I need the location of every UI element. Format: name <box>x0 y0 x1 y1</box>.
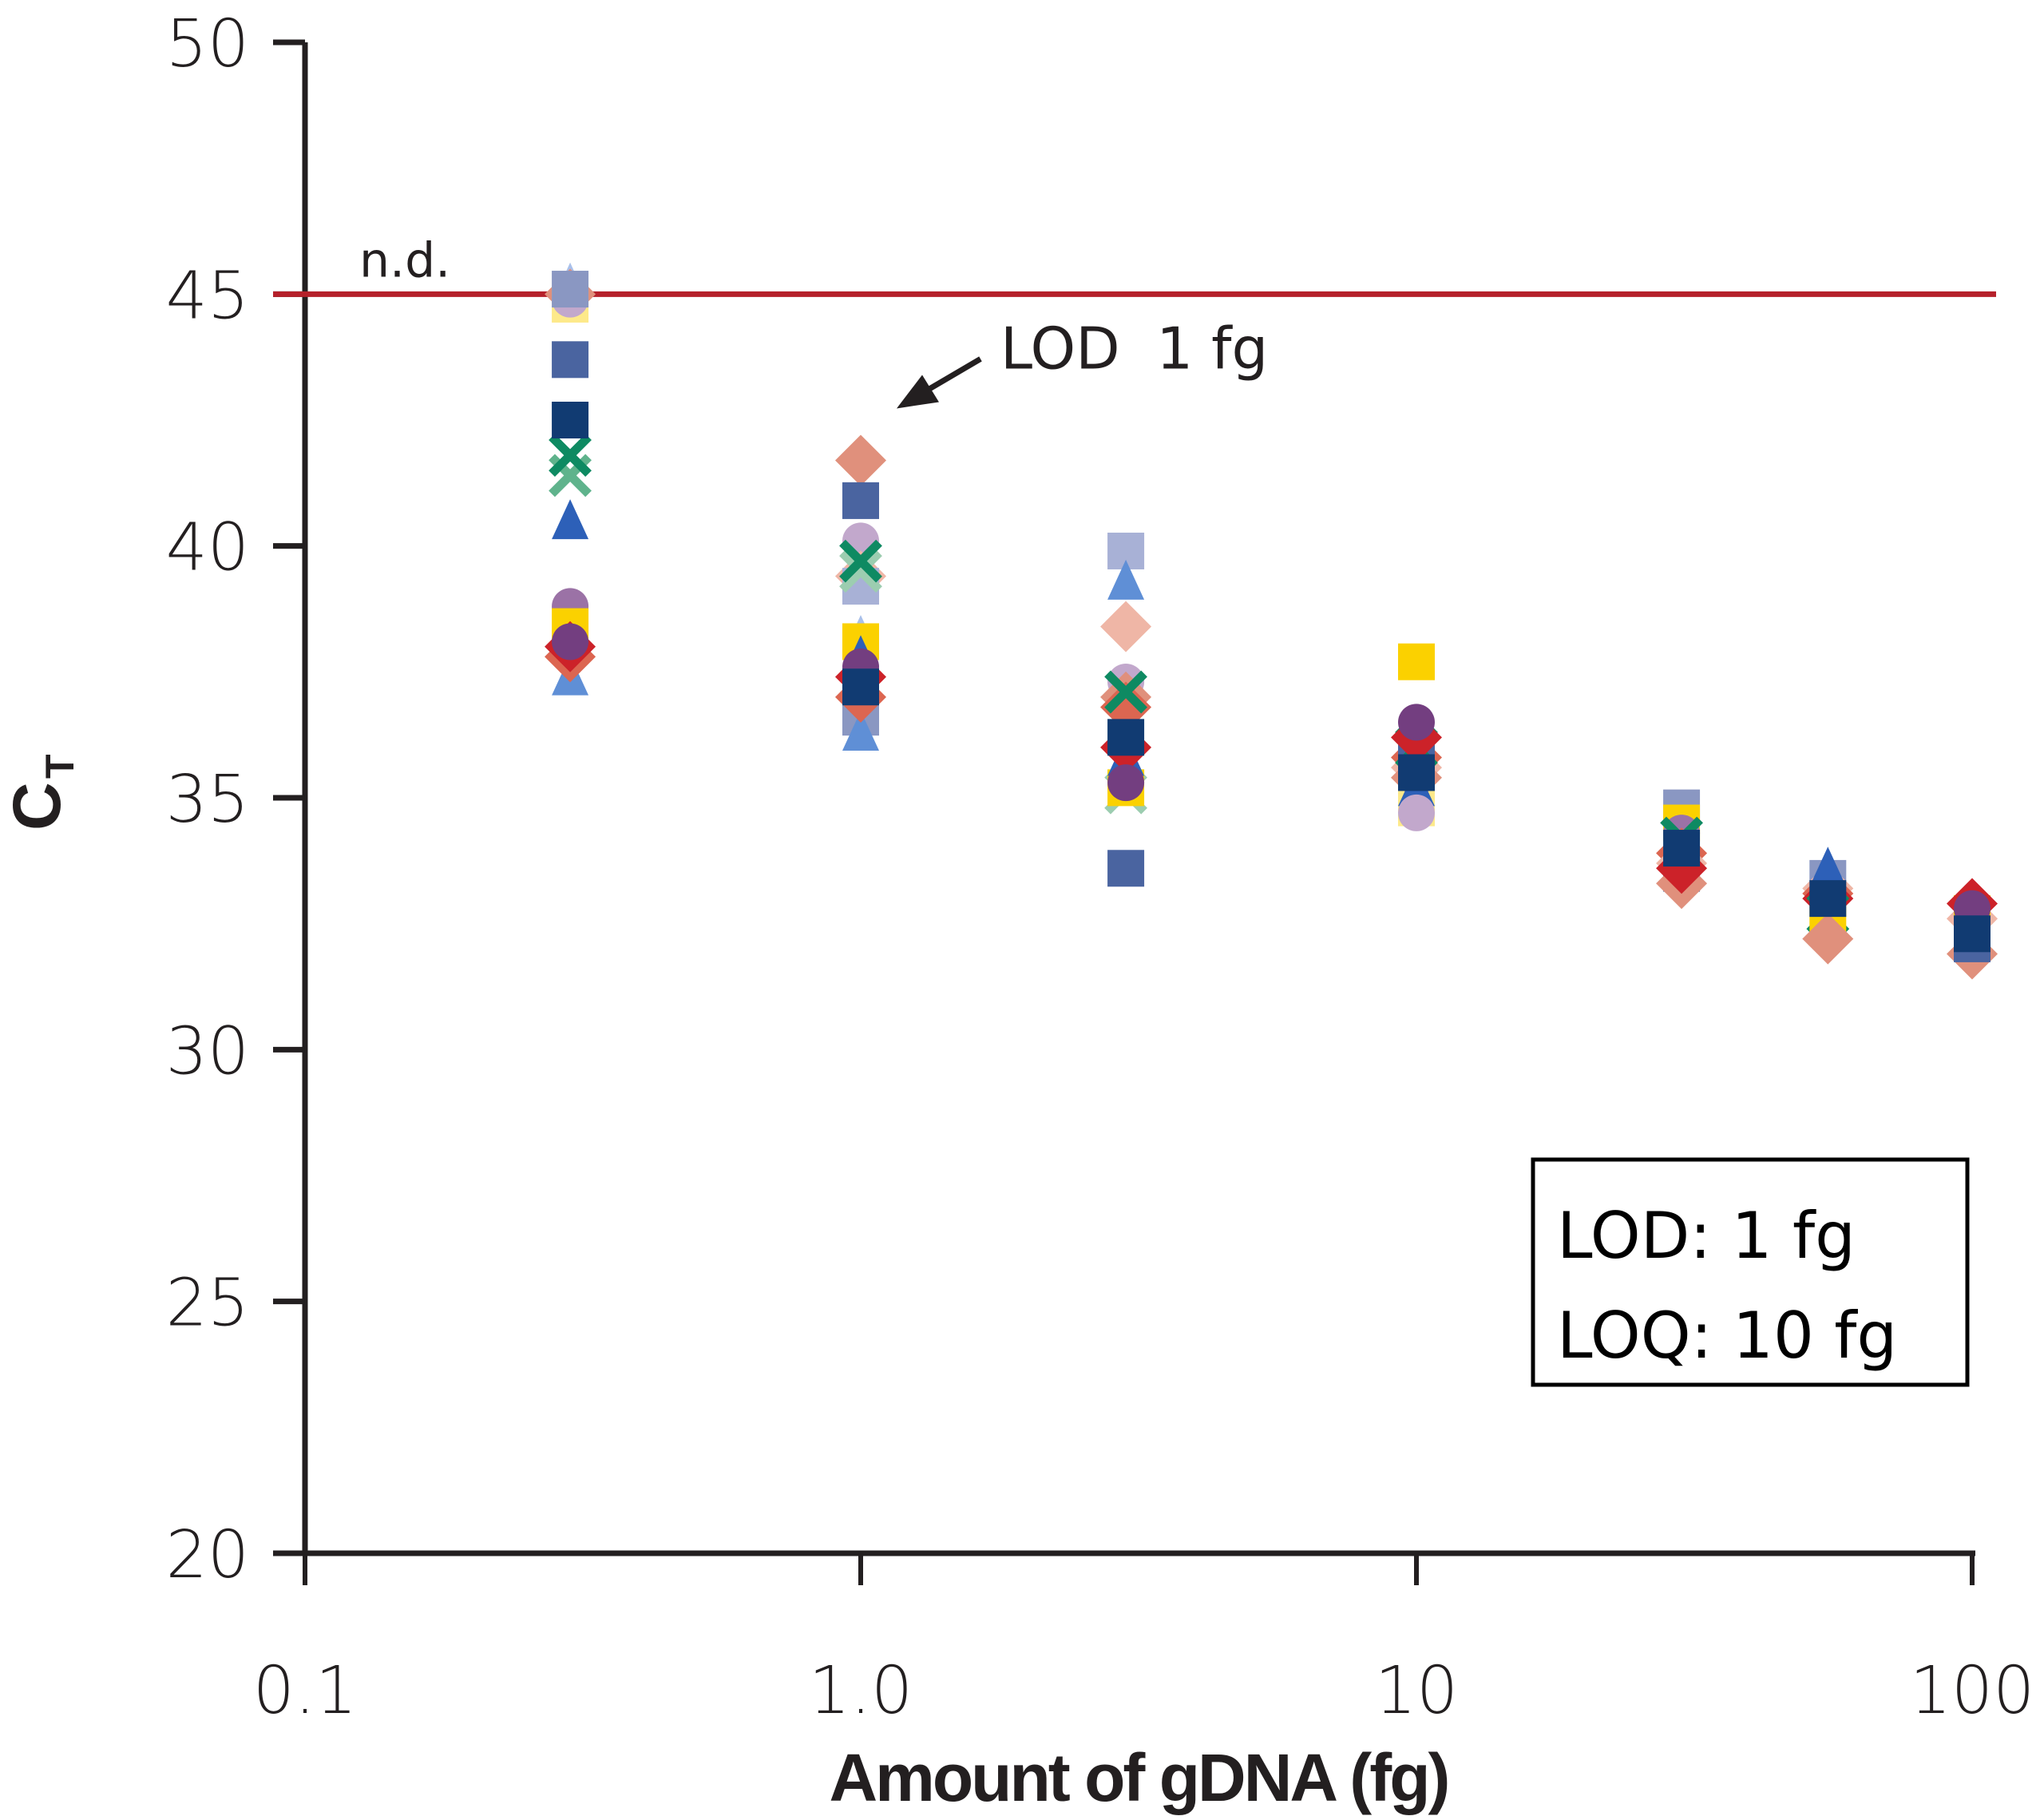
data-point-circle <box>1398 794 1435 831</box>
inset-lod-text: LOD: 1 fg <box>1557 1199 1856 1273</box>
y-tick-label: 50 <box>166 6 249 82</box>
lod-arrow-shaft <box>919 356 982 397</box>
data-point-x <box>1104 670 1147 714</box>
data-point-circle <box>552 623 589 660</box>
data-point-triangle <box>1107 559 1145 600</box>
inset-border <box>1531 1157 1970 1387</box>
x-tick-label: 0.1 <box>253 1653 357 1729</box>
y-tick-label: 45 <box>166 258 249 334</box>
data-point-triangle <box>842 711 879 751</box>
data-point-diamond <box>1100 601 1152 652</box>
data-point-square <box>1398 643 1435 680</box>
data-point-square <box>552 271 589 308</box>
data-point-square <box>1107 719 1145 756</box>
data-point-square <box>1954 915 1991 953</box>
not-detected-label: n.d. <box>359 232 450 288</box>
x-tick-label: 1.0 <box>809 1653 913 1729</box>
y-tick-label: 20 <box>166 1517 249 1593</box>
data-point-x <box>839 549 882 593</box>
data-point-circle <box>1107 764 1145 802</box>
data-points <box>545 262 1998 980</box>
data-point-square <box>552 341 589 379</box>
data-point-diamond <box>835 434 886 486</box>
y-tick-label: 25 <box>166 1266 249 1342</box>
lod-arrow-head-icon <box>897 375 939 409</box>
y-tick-label: 35 <box>166 762 249 838</box>
lod-loq-inset-box: LOD: 1 fg LOQ: 10 fg <box>1531 1157 1970 1387</box>
data-point-square <box>1663 830 1701 867</box>
data-point-square <box>842 668 879 706</box>
data-point-triangle <box>552 499 589 540</box>
data-point-square <box>1809 880 1847 918</box>
y-ticks: 20 25 30 35 40 45 50 <box>166 6 305 1593</box>
y-axis-title-main: C <box>0 782 74 831</box>
x-axis-title: Amount of gDNA (fg) <box>830 1740 1448 1815</box>
y-tick-label: 30 <box>166 1013 249 1089</box>
data-point-diamond <box>1802 913 1854 965</box>
y-tick-label: 40 <box>166 510 249 586</box>
data-point-square <box>1107 850 1145 887</box>
x-ticks: 0.1 1.0 10 100 <box>253 1553 2034 1729</box>
y-axis-title: C T <box>0 754 82 831</box>
x-tick-label: 100 <box>1910 1653 2035 1729</box>
y-axis-title-subscript: T <box>38 754 82 779</box>
inset-loq-text: LOQ: 10 fg <box>1557 1299 1897 1373</box>
data-point-square <box>1398 754 1435 791</box>
x-tick-label: 10 <box>1375 1653 1458 1729</box>
data-point-square <box>552 402 589 438</box>
lod-annotation-text: LOD 1 fg <box>1000 315 1268 382</box>
data-point-x <box>549 434 592 478</box>
lod-annotation: LOD 1 fg <box>897 315 1268 409</box>
data-point-triangle <box>1809 847 1847 887</box>
data-point-circle <box>1398 704 1435 741</box>
data-point-square <box>842 482 879 519</box>
data-point-x <box>839 539 882 583</box>
